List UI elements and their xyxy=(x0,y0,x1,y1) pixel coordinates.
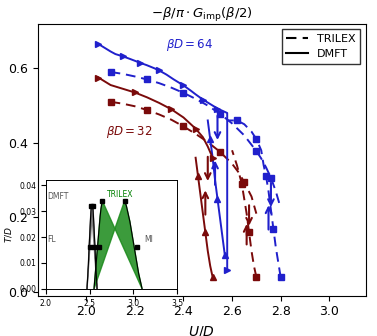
Text: $\beta D=64$: $\beta D=64$ xyxy=(167,37,214,53)
Text: $\beta D=32$: $\beta D=32$ xyxy=(106,124,153,140)
X-axis label: $U/D$: $U/D$ xyxy=(188,324,215,336)
Legend: TRILEX, DMFT: TRILEX, DMFT xyxy=(282,29,360,64)
Title: $-\beta/\pi \cdot G_{\mathrm{imp}}(\beta/2)$: $-\beta/\pi \cdot G_{\mathrm{imp}}(\beta… xyxy=(151,5,253,24)
